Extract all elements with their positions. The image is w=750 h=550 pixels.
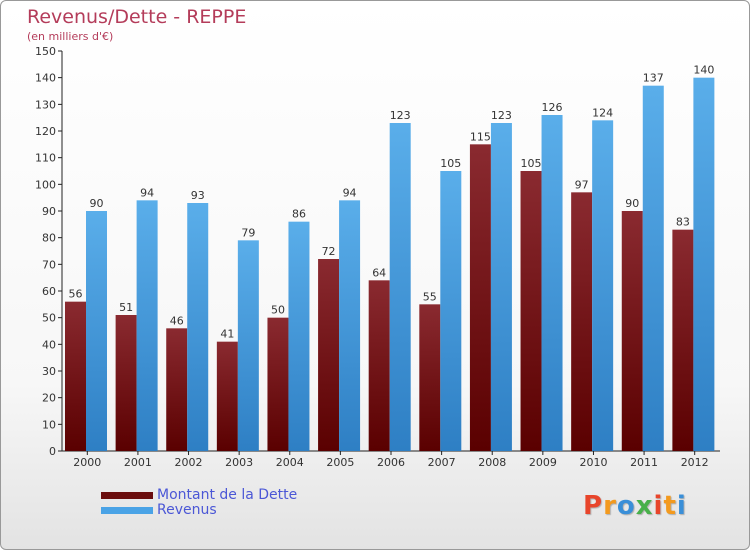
y-tick-label: 60: [42, 285, 56, 298]
y-tick-label: 30: [42, 365, 56, 378]
legend-swatch-dette: [101, 491, 153, 499]
bar-dette: [115, 315, 137, 451]
data-label-revenus: 93: [191, 189, 205, 202]
legend-label-dette: Montant de la Dette: [157, 487, 298, 503]
bar-dette: [318, 259, 340, 451]
bar-revenus: [440, 171, 462, 451]
data-label-dette: 41: [220, 328, 234, 341]
bar-revenus: [592, 120, 614, 451]
y-tick-label: 70: [42, 258, 56, 271]
x-tick-label: 2005: [326, 456, 354, 469]
data-label-dette: 72: [322, 245, 336, 258]
x-tick-label: 2000: [73, 456, 101, 469]
legend-swatch-revenus: [101, 506, 153, 514]
x-tick-label: 2011: [630, 456, 658, 469]
x-tick-label: 2003: [225, 456, 253, 469]
data-label-revenus: 140: [693, 64, 714, 77]
bar-revenus: [288, 221, 310, 451]
data-label-revenus: 86: [292, 208, 306, 221]
data-label-dette: 56: [69, 288, 83, 301]
y-tick-label: 0: [49, 445, 56, 458]
y-tick-label: 100: [35, 178, 56, 191]
y-tick-label: 120: [35, 125, 56, 138]
bar-revenus: [237, 240, 259, 451]
bar-dette: [267, 317, 289, 451]
bar-revenus: [136, 200, 158, 451]
y-tick-label: 150: [35, 45, 56, 58]
bar-revenus: [389, 123, 411, 451]
chart-data-labels: 5690519446934179508672946412355105115123…: [69, 64, 715, 341]
data-label-revenus: 79: [241, 226, 255, 239]
data-label-revenus: 137: [643, 72, 664, 85]
data-label-revenus: 126: [542, 101, 563, 114]
data-label-revenus: 90: [90, 197, 104, 210]
y-tick-label: 110: [35, 152, 56, 165]
data-label-dette: 105: [521, 157, 542, 170]
y-tick-label: 140: [35, 72, 56, 85]
x-tick-label: 2008: [478, 456, 506, 469]
bar-dette: [672, 229, 694, 451]
x-tick-label: 2007: [428, 456, 456, 469]
y-tick-label: 20: [42, 392, 56, 405]
data-label-revenus: 94: [343, 186, 357, 199]
bar-revenus: [693, 77, 715, 452]
chart-bars: [65, 77, 715, 452]
data-label-revenus: 123: [491, 109, 512, 122]
proxiti-logo: Proxiti: [583, 491, 687, 521]
x-tick-label: 2006: [377, 456, 405, 469]
bar-revenus: [86, 211, 107, 451]
bar-revenus: [642, 85, 664, 452]
y-tick-label: 90: [42, 205, 56, 218]
bar-revenus: [541, 115, 563, 451]
x-tick-label: 2001: [124, 456, 152, 469]
y-tick-label: 50: [42, 312, 56, 325]
bar-dette: [65, 301, 86, 451]
data-label-revenus: 123: [390, 109, 411, 122]
bar-dette: [368, 280, 390, 451]
y-tick-label: 40: [42, 338, 56, 351]
data-label-dette: 51: [119, 301, 133, 314]
legend-item-revenus: Revenus: [101, 503, 217, 517]
chart-subtitle: (en milliers d'€): [27, 30, 114, 43]
x-tick-label: 2009: [529, 456, 557, 469]
x-tick-label: 2010: [579, 456, 607, 469]
x-tick-label: 2002: [175, 456, 203, 469]
data-label-dette: 50: [271, 304, 285, 317]
legend-label-revenus: Revenus: [157, 502, 217, 518]
x-tick-label: 2004: [276, 456, 304, 469]
bar-dette: [216, 341, 238, 451]
data-label-revenus: 124: [592, 106, 613, 119]
bar-revenus: [490, 123, 512, 451]
data-label-dette: 83: [676, 216, 690, 229]
data-label-dette: 115: [470, 130, 491, 143]
bar-revenus: [339, 200, 361, 451]
bar-dette: [621, 211, 643, 451]
data-label-dette: 90: [625, 197, 639, 210]
bar-dette: [571, 192, 593, 452]
bar-dette: [520, 171, 542, 451]
bar-dette: [469, 144, 491, 452]
data-label-revenus: 105: [440, 157, 461, 170]
bar-revenus: [187, 203, 209, 451]
data-label-dette: 55: [423, 290, 437, 303]
data-label-dette: 46: [170, 314, 184, 327]
data-label-revenus: 94: [140, 186, 154, 199]
y-tick-label: 80: [42, 232, 56, 245]
bar-dette: [419, 304, 441, 451]
bar-dette: [166, 328, 188, 451]
chart-title: Revenus/Dette - REPPE: [27, 6, 247, 28]
y-tick-label: 10: [42, 418, 56, 431]
data-label-dette: 64: [372, 266, 386, 279]
data-label-dette: 97: [575, 178, 589, 191]
y-tick-label: 130: [35, 98, 56, 111]
x-tick-label: 2012: [681, 456, 709, 469]
legend-item-dette: Montant de la Dette: [101, 488, 297, 502]
